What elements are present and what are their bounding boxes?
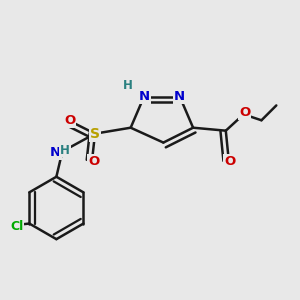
Text: O: O: [88, 155, 99, 168]
Text: S: S: [90, 127, 100, 141]
Text: O: O: [224, 155, 235, 168]
Text: N: N: [50, 146, 61, 159]
Text: N: N: [139, 90, 150, 103]
Text: Cl: Cl: [10, 220, 23, 233]
Text: N: N: [174, 90, 185, 103]
Text: H: H: [60, 143, 70, 157]
Text: O: O: [239, 106, 250, 119]
Text: O: O: [64, 114, 75, 128]
Text: H: H: [123, 79, 133, 92]
